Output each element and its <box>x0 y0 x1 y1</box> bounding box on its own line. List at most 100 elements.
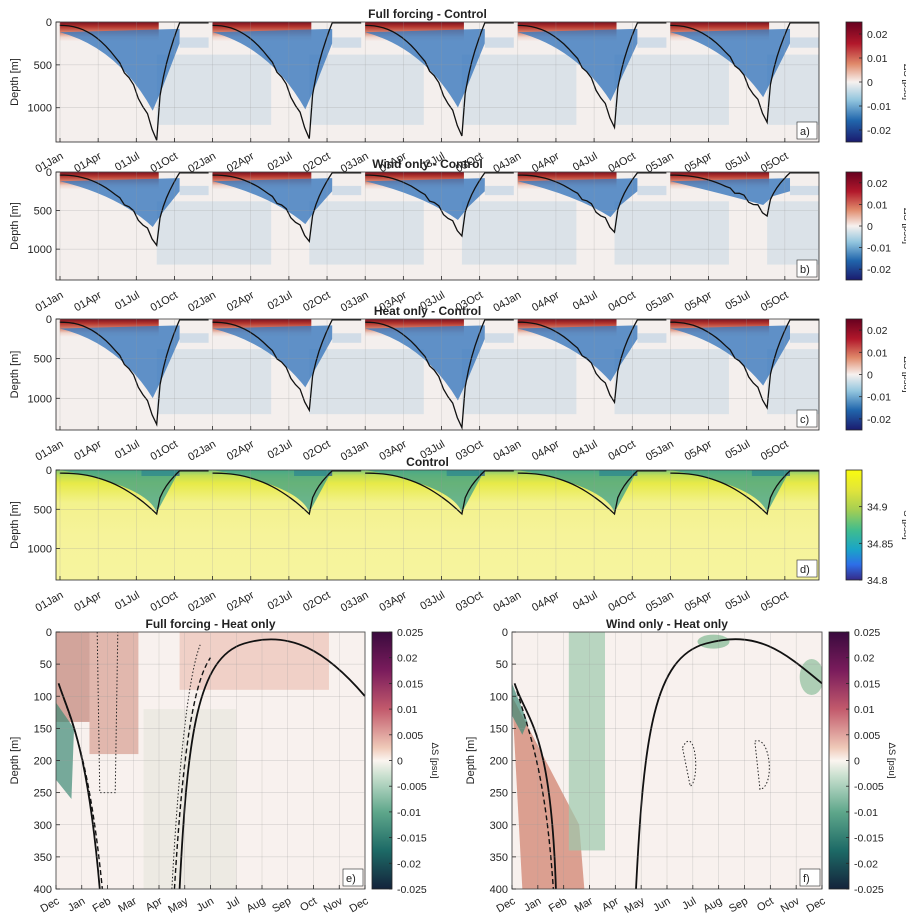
positive-anomaly-region <box>89 632 139 755</box>
x-tick-label: Nov <box>779 895 802 915</box>
x-tick-label: 01Jan <box>34 438 66 463</box>
panel-label-box: d) <box>796 559 818 578</box>
x-tick-label: 02Jan <box>186 438 218 463</box>
colorbar-tick-label: 0.025 <box>397 627 423 639</box>
negative-anomaly-patch <box>156 54 272 125</box>
x-tick-label: 02Jan <box>186 289 218 314</box>
mixed-layer-depth-line <box>364 319 514 430</box>
negative-anomaly-band <box>332 185 362 196</box>
y-tick-label: 150 <box>490 723 508 735</box>
colorbar-tick-label: 0.015 <box>854 678 880 690</box>
y-axis-label: Depth [m] <box>9 501 21 549</box>
negative-anomaly-band <box>332 37 362 48</box>
x-tick-label: 02Oct <box>301 150 332 175</box>
colorbar-label: ΔS [psu] <box>886 743 897 779</box>
x-tick-label: 04Jan <box>491 438 523 463</box>
negative-anomaly-band <box>179 185 209 196</box>
mixed-layer-depth-line <box>364 22 514 137</box>
mixed-layer-depth-line <box>670 22 819 125</box>
colorbar-tick-label: 0 <box>867 370 873 382</box>
panel-label: c) <box>800 414 809 426</box>
colorbar-tick-label: 0.01 <box>867 347 888 359</box>
mixed-layer-depth-line <box>517 470 667 516</box>
colorbar-tick-label: -0.015 <box>397 833 427 845</box>
x-tick-label: 01Jul <box>113 150 142 174</box>
colorbar-tick-label: 0 <box>397 756 403 768</box>
y-tick-label: 500 <box>34 60 52 72</box>
mixed-layer-depth-line <box>517 172 667 234</box>
mixed-layer-depth-line <box>212 172 362 244</box>
mixed-layer-depth-dashed <box>57 683 104 889</box>
x-tick-label: Apr <box>144 895 165 914</box>
x-tick-label: Feb <box>91 895 113 915</box>
colorbar-tick-label: 0.02 <box>867 325 888 337</box>
y-tick-label: 400 <box>34 884 52 896</box>
x-tick-label: 03Apr <box>377 438 409 463</box>
x-tick-label: Apr <box>600 895 621 914</box>
mixed-layer-depth-line <box>670 319 819 410</box>
x-tick-label: Mar <box>573 895 596 915</box>
mixed-layer-depth-line <box>212 22 362 139</box>
negative-anomaly-patch <box>614 201 729 265</box>
colorbar-tick-label: 0.01 <box>867 53 888 65</box>
x-tick-label: 05Jul <box>723 150 752 174</box>
x-tick-label: 01Apr <box>72 289 104 314</box>
panel-title: Full forcing - Control <box>368 7 487 21</box>
negative-anomaly-region <box>56 702 75 800</box>
x-tick-label: 04Jul <box>571 589 600 613</box>
x-tick-label: 03Oct <box>454 589 485 614</box>
negative-anomaly-patch <box>309 349 424 415</box>
negative-anomaly-band <box>790 185 819 196</box>
y-axis-label: Depth [m] <box>9 351 21 399</box>
negative-anomaly-core <box>365 28 485 108</box>
x-tick-label: 01Jan <box>34 589 66 614</box>
y-tick-label: 50 <box>40 659 52 671</box>
x-tick-label: 01Oct <box>149 589 180 614</box>
y-tick-label: 250 <box>34 788 52 800</box>
y-tick-label: 50 <box>496 659 508 671</box>
x-tick-label: 01Jul <box>113 438 142 462</box>
y-tick-label: 0 <box>46 17 52 29</box>
x-tick-label: Oct <box>298 895 319 914</box>
mixed-layer-fill <box>670 470 791 513</box>
negative-anomaly-core <box>365 178 485 221</box>
x-tick-label: 01Apr <box>72 589 104 614</box>
negative-anomaly-band <box>484 37 514 48</box>
mixed-layer-depth-line <box>670 470 819 516</box>
x-tick-label: 02Oct <box>301 438 332 463</box>
colorbar-tick-label: -0.02 <box>867 264 891 276</box>
x-tick-label: 01Jul <box>113 289 142 313</box>
y-tick-label: 0 <box>502 627 508 639</box>
x-tick-label: 01Oct <box>149 289 180 314</box>
x-tick-label: Dec <box>805 895 828 915</box>
x-tick-label: 04Oct <box>606 589 637 614</box>
mixed-layer-depth-line <box>59 22 209 141</box>
panel-label-box: c) <box>796 409 818 428</box>
mixed-layer-depth-line <box>365 172 514 238</box>
colorbar-tick-label: 0.005 <box>854 730 880 742</box>
y-axis-label: Depth [m] <box>9 737 21 785</box>
negative-anomaly-band <box>332 333 362 343</box>
y-tick-label: 500 <box>34 354 52 366</box>
negative-anomaly-patch <box>461 54 577 125</box>
mixed-layer-fill <box>365 470 485 513</box>
y-tick-label: 250 <box>490 788 508 800</box>
x-tick-label: Jun <box>195 895 216 914</box>
negative-anomaly-patch <box>461 201 577 265</box>
x-tick-label: 05Apr <box>683 589 715 614</box>
x-tick-label: Aug <box>245 895 268 915</box>
y-tick-label: 100 <box>34 691 52 703</box>
x-tick-label: May <box>623 895 647 916</box>
mixed-layer-depth-line <box>212 470 362 516</box>
x-tick-label: 01Apr <box>72 438 104 463</box>
significance-contour <box>681 740 770 791</box>
colorbar-tick-label: 0.01 <box>854 704 875 716</box>
x-tick-label: Aug <box>701 895 724 915</box>
x-tick-label: Feb <box>547 895 569 915</box>
panel-title: Heat only - Control <box>374 304 481 318</box>
x-tick-label: 05Apr <box>683 150 715 175</box>
y-tick-label: 300 <box>34 820 52 832</box>
x-tick-label: 01Jan <box>34 289 66 314</box>
x-tick-label: 02Oct <box>301 289 332 314</box>
x-tick-label: Nov <box>322 895 345 915</box>
